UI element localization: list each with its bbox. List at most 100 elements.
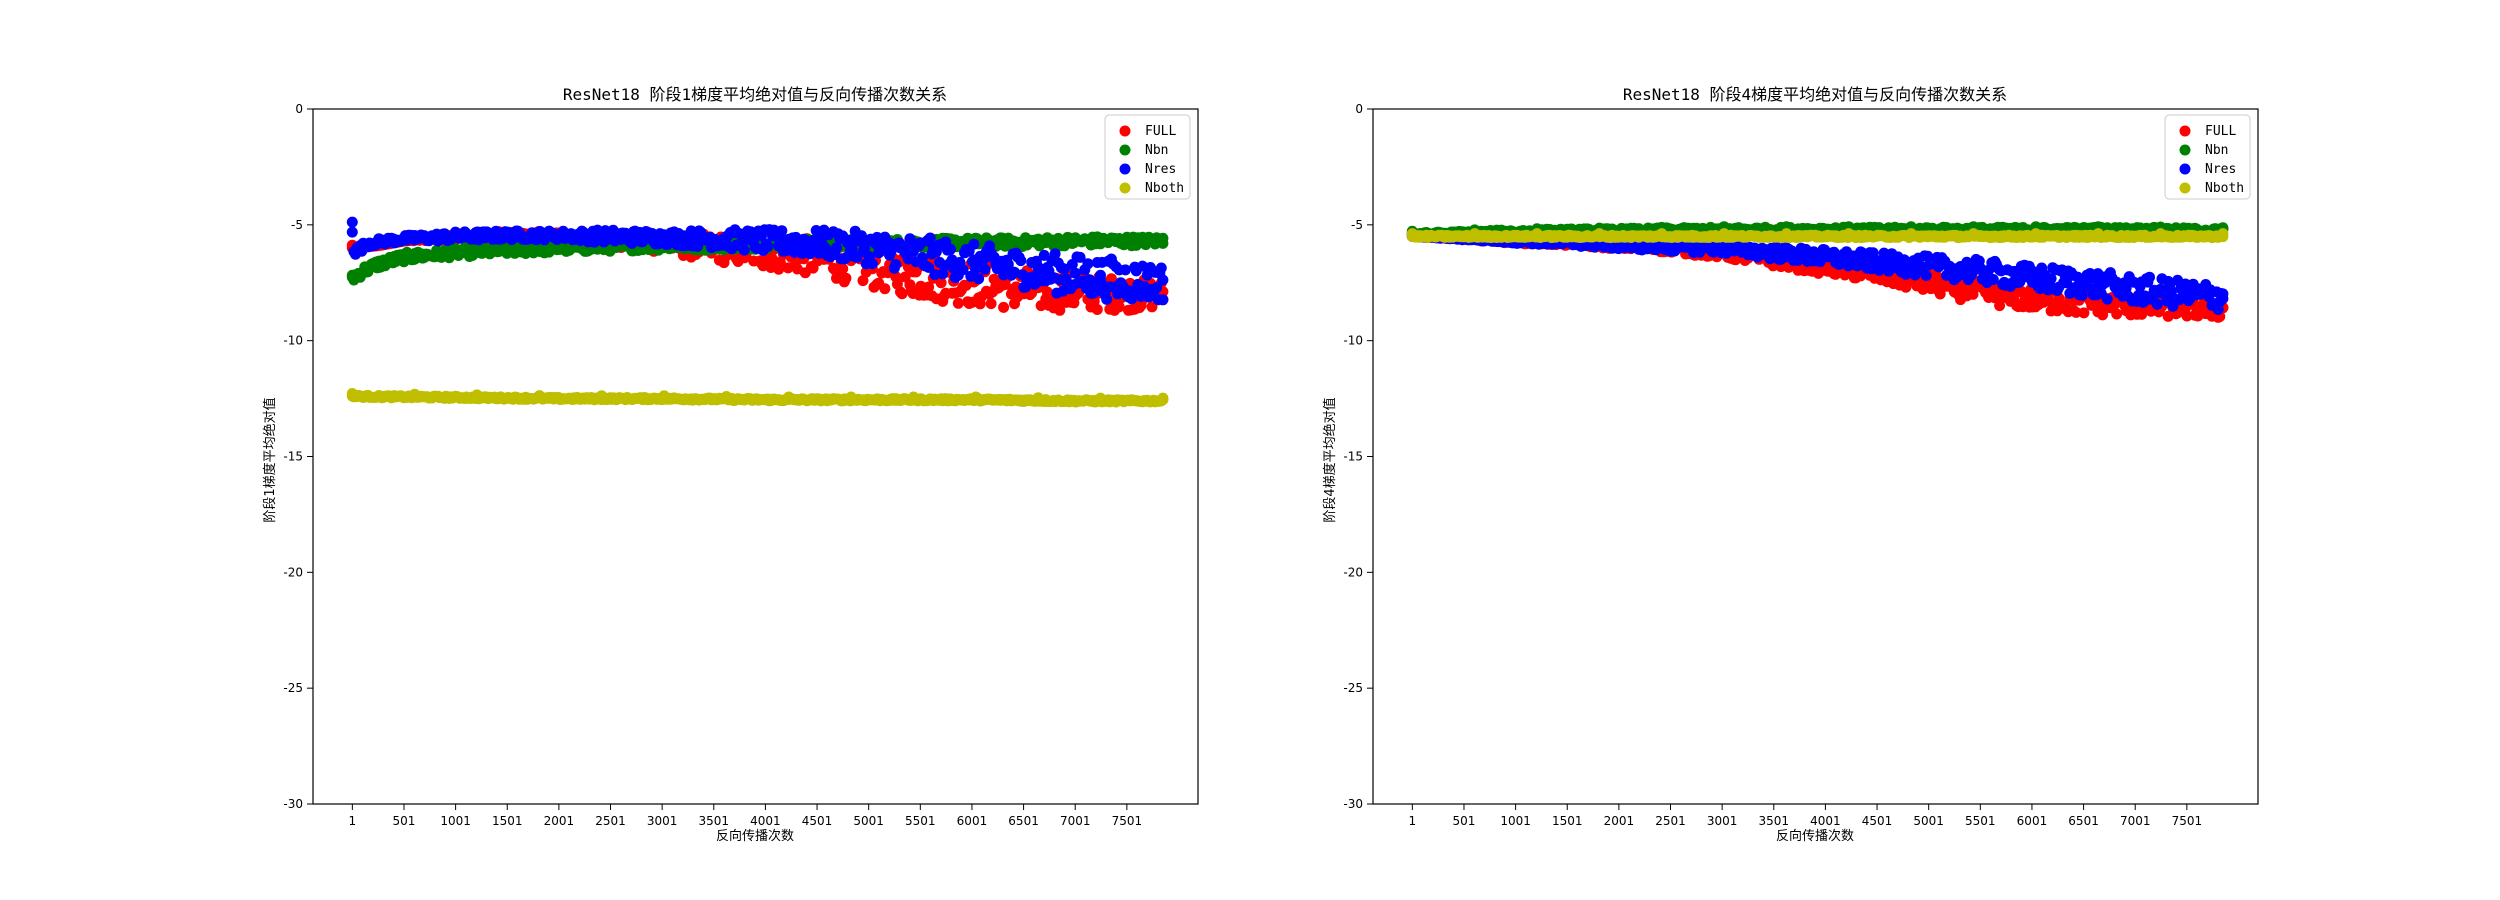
y-tick-label: -25 — [1343, 681, 1363, 695]
data-point — [596, 390, 608, 402]
x-tick-label: 1 — [349, 814, 357, 828]
data-point — [1157, 274, 1169, 286]
data-point — [2111, 308, 2123, 320]
y-axis-label: 阶段1梯度平均绝对值 — [262, 397, 278, 522]
data-point — [1119, 264, 1131, 276]
data-point — [973, 273, 985, 285]
chart-title: ResNet18 阶段4梯度平均绝对值与反向传播次数关系 — [1623, 85, 2007, 104]
data-point — [1151, 282, 1163, 294]
data-point — [346, 388, 358, 399]
data-point — [346, 216, 358, 228]
data-point — [857, 275, 869, 287]
series-nboth — [346, 388, 1169, 408]
legend-label: Nbn — [2205, 143, 2228, 158]
data-point — [2030, 270, 2042, 282]
y-tick-label: -25 — [283, 681, 303, 695]
data-point — [1095, 269, 1106, 281]
data-point — [692, 240, 703, 252]
data-point — [1157, 232, 1169, 244]
data-point — [2092, 228, 2104, 240]
data-point — [837, 263, 849, 275]
x-tick-label: 5001 — [1913, 814, 1944, 828]
x-tick-label: 4001 — [1810, 814, 1841, 828]
legend-label: Nboth — [1145, 181, 1184, 196]
series-nboth — [1406, 228, 2229, 244]
axes-frame — [312, 108, 1199, 805]
data-point — [831, 242, 842, 254]
data-point — [2144, 271, 2155, 283]
data-point — [1074, 251, 1086, 263]
x-tick-label: 1501 — [492, 814, 523, 828]
data-point — [1469, 228, 1481, 240]
data-point — [1015, 255, 1027, 267]
data-point — [346, 226, 358, 238]
data-point — [1843, 251, 1855, 263]
data-point — [1101, 293, 1113, 305]
data-point — [1968, 282, 1979, 294]
legend-marker — [2179, 125, 2191, 137]
data-point — [646, 228, 658, 239]
legend-marker — [2179, 182, 2191, 194]
data-point — [2155, 228, 2166, 240]
data-point — [471, 227, 483, 239]
data-point — [1900, 281, 1912, 293]
data-point — [908, 245, 919, 257]
data-point — [409, 248, 421, 259]
data-point — [1920, 270, 1932, 281]
data-point — [2070, 306, 2082, 318]
x-tick-label: 7501 — [1112, 814, 1143, 828]
legend-marker — [1119, 182, 1131, 194]
data-point — [890, 259, 902, 270]
data-point — [840, 272, 852, 284]
data-point — [1049, 248, 1061, 260]
data-point — [866, 258, 878, 270]
data-point — [409, 388, 421, 400]
legend-label: FULL — [2205, 124, 2236, 139]
data-point — [1968, 262, 1979, 274]
x-tick-label: 4501 — [1862, 814, 1893, 828]
y-tick-label: -15 — [283, 450, 303, 464]
legend-marker — [1119, 125, 1131, 137]
data-point — [945, 243, 956, 255]
x-tick-label: 5001 — [853, 814, 884, 828]
legend-label: Nres — [2205, 162, 2236, 177]
legend-marker — [2179, 144, 2191, 156]
x-tick-label: 7001 — [1060, 814, 1091, 828]
data-point — [1095, 392, 1106, 404]
y-tick-label: -20 — [283, 565, 303, 579]
data-point — [720, 391, 732, 402]
data-point — [1032, 392, 1044, 404]
legend-marker — [2179, 163, 2191, 175]
data-point — [2101, 293, 2113, 305]
data-point — [1032, 233, 1044, 245]
x-tick-label: 4501 — [802, 814, 833, 828]
data-point — [1905, 256, 1917, 268]
plot-area: 0-5-10-15-20-25-301 501 1001 1501 2001 2501 30… — [283, 102, 1199, 828]
data-point — [1718, 228, 1730, 240]
data-point — [409, 230, 421, 241]
data-point — [1095, 232, 1106, 244]
data-point — [762, 241, 774, 252]
data-point — [908, 391, 919, 403]
x-tick-label: 501 — [1453, 814, 1476, 828]
data-point — [979, 263, 991, 275]
data-point — [533, 390, 545, 402]
y-tick-label: -10 — [283, 334, 303, 348]
x-tick-label: 5501 — [905, 814, 936, 828]
data-point — [2092, 276, 2104, 288]
axes-frame — [1372, 108, 2259, 805]
data-point — [783, 233, 795, 245]
x-tick-label: 1 — [1409, 814, 1417, 828]
y-tick-label: -20 — [1343, 565, 1363, 579]
x-tick-label: 6501 — [1008, 814, 1039, 828]
data-point — [1843, 228, 1855, 240]
data-point — [1038, 249, 1050, 261]
x-tick-label: 5501 — [1965, 814, 1996, 828]
data-point — [2217, 228, 2229, 240]
data-point — [957, 264, 969, 276]
data-point — [1105, 273, 1117, 285]
data-point — [2045, 273, 2057, 285]
data-point — [968, 238, 980, 250]
data-point — [1987, 274, 1999, 285]
